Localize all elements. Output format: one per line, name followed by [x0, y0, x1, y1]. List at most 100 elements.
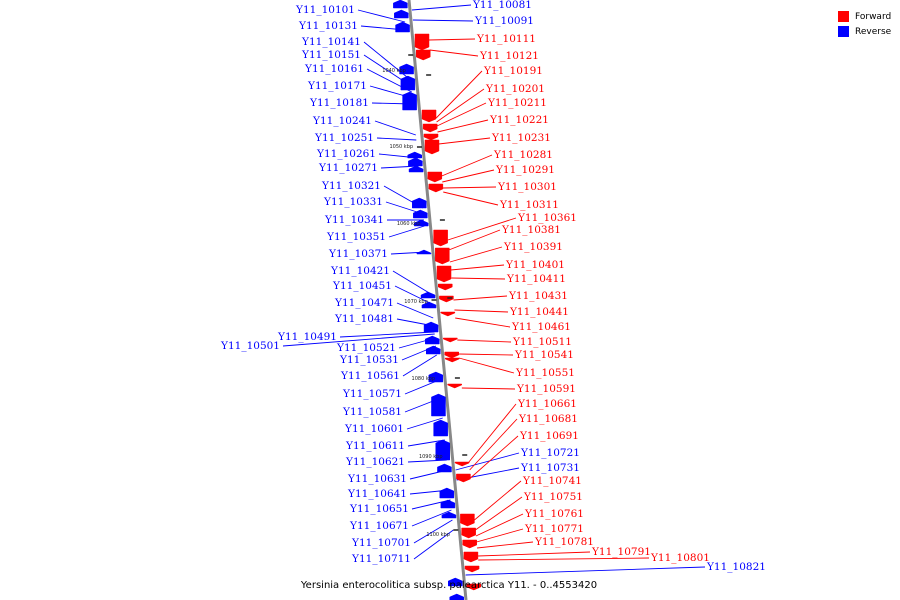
gene-label-y11-10741: Y11_10741 [522, 475, 582, 487]
gene-label-y11-10491: Y11_10491 [277, 331, 337, 343]
leader-y11-10721 [455, 452, 520, 471]
forward-gene-block [462, 539, 477, 549]
legend: Forward Reverse [838, 9, 891, 39]
leader-y11-10431 [453, 295, 508, 301]
leader-y11-10601 [406, 417, 443, 430]
leader-y11-10461 [455, 317, 511, 328]
gene-label-y11-10251: Y11_10251 [314, 132, 374, 144]
legend-swatch-forward [838, 11, 849, 22]
gene-label-y11-10081: Y11_10081 [472, 0, 532, 11]
leader-y11-10311 [443, 191, 499, 206]
reverse-gene-block [423, 321, 439, 333]
leader-y11-10801 [478, 557, 650, 561]
gene-label-y11-10551: Y11_10551 [515, 367, 575, 379]
reverse-gene-block [441, 511, 457, 519]
leader-y11-10751 [475, 496, 523, 531]
leader-y11-10111 [428, 38, 476, 41]
forward-gene-block [436, 265, 452, 283]
gene-label-y11-10601: Y11_10601 [344, 423, 404, 435]
reverse-gene-block [437, 463, 452, 473]
reverse-gene-block [448, 577, 463, 587]
leader-y11-10121 [429, 49, 479, 57]
gene-label-y11-10421: Y11_10421 [330, 265, 390, 277]
reverse-gene-block [407, 151, 422, 159]
forward-gene-block [444, 357, 460, 363]
leader-y11-10401 [450, 264, 505, 271]
legend-swatch-reverse [838, 26, 849, 37]
gene-label-y11-10151: Y11_10151 [301, 49, 361, 61]
forward-gene-block [439, 295, 454, 303]
forward-gene-block [461, 527, 476, 539]
gene-label-y11-10211: Y11_10211 [487, 97, 547, 109]
scale-tick-label: 1080 kbp [412, 376, 436, 382]
leader-y11-10281 [441, 154, 493, 177]
leader-y11-10291 [442, 169, 495, 183]
gene-label-y11-10511: Y11_10511 [512, 336, 572, 348]
gene-label-y11-10701: Y11_10701 [351, 537, 411, 549]
reverse-gene-block [439, 487, 455, 499]
reverse-gene-block [426, 345, 441, 355]
gene-label-y11-10171: Y11_10171 [307, 80, 367, 92]
scale-tick-label: 1060 kbp [397, 221, 421, 227]
gene-label-y11-10681: Y11_10681 [518, 413, 578, 425]
gene-label-y11-10331: Y11_10331 [323, 196, 383, 208]
scale-tick-label: 1050 kbp [389, 144, 413, 150]
gene-label-y11-10201: Y11_10201 [485, 83, 545, 95]
forward-gene-block [463, 551, 479, 563]
leader-y11-10771 [476, 528, 524, 543]
gene-label-y11-10691: Y11_10691 [519, 430, 579, 442]
leader-y11-10091 [412, 19, 474, 22]
leader-y11-10571 [404, 379, 440, 395]
gene-label-y11-10321: Y11_10321 [321, 180, 381, 192]
forward-gene-block [435, 247, 450, 265]
reverse-gene-block [431, 393, 446, 417]
scale-tick-label: 1100 kbp [426, 532, 450, 538]
leader-y11-10101 [357, 9, 406, 23]
gene-label-y11-10141: Y11_10141 [301, 36, 361, 48]
forward-gene-block [443, 337, 458, 343]
forward-gene-block [427, 171, 443, 183]
forward-gene-block [460, 513, 475, 527]
gene-label-y11-10311: Y11_10311 [499, 199, 559, 211]
gene-label-y11-10441: Y11_10441 [509, 306, 569, 318]
leader-y11-10551 [458, 357, 515, 374]
gene-label-y11-10341: Y11_10341 [324, 214, 384, 226]
gene-label-y11-10621: Y11_10621 [345, 456, 405, 468]
forward-gene-block [444, 351, 459, 359]
gene-label-y11-10451: Y11_10451 [332, 280, 392, 292]
leader-y11-10511 [457, 339, 512, 343]
leader-y11-10661 [468, 403, 517, 463]
leader-y11-10741 [474, 480, 522, 521]
leader-y11-10701 [413, 519, 453, 544]
gene-label-y11-10711: Y11_10711 [351, 553, 411, 565]
leader-y11-10231 [438, 137, 491, 145]
leader-y11-10791 [477, 551, 591, 557]
gene-label-y11-10471: Y11_10471 [334, 297, 394, 309]
gene-label-y11-10571: Y11_10571 [342, 388, 402, 400]
gene-label-y11-10391: Y11_10391 [503, 241, 563, 253]
gene-label-y11-10581: Y11_10581 [342, 406, 402, 418]
leader-y11-10471 [396, 302, 434, 319]
forward-gene-block [454, 461, 470, 467]
forward-gene-block [438, 283, 453, 291]
leader-y11-10081 [411, 4, 472, 11]
leader-y11-10611 [407, 439, 445, 447]
gene-label-y11-10541: Y11_10541 [514, 349, 574, 361]
leader-y11-10621 [407, 459, 447, 463]
reverse-gene-block [400, 75, 416, 91]
leader-y11-10251 [376, 137, 417, 141]
gene-label-y11-10521: Y11_10521 [336, 342, 396, 354]
gene-label-y11-10231: Y11_10231 [491, 132, 551, 144]
forward-gene-block [433, 229, 448, 247]
forward-gene-block [428, 183, 444, 193]
leader-y11-10361 [447, 217, 517, 241]
leader-y11-10421 [392, 270, 432, 295]
leader-y11-10711 [413, 529, 454, 560]
reverse-gene-block [413, 219, 429, 227]
leader-y11-10441 [454, 309, 509, 313]
leader-y11-10541 [458, 353, 514, 356]
gene-label-y11-10411: Y11_10411 [506, 273, 566, 285]
forward-gene-block [414, 33, 430, 51]
reverse-gene-block [412, 197, 427, 209]
leader-y11-10491 [339, 331, 435, 338]
